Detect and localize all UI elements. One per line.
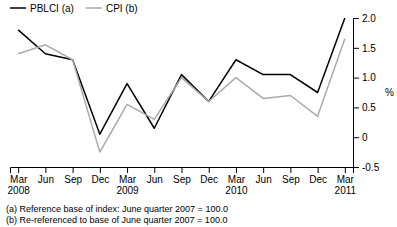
tick: Jun [147,167,163,185]
tick-label-line: Sep [173,174,191,185]
tick-label-line: Jun [38,174,54,185]
legend-swatch [86,7,102,9]
tick-mark [318,167,319,173]
tick: Mar2009 [116,167,139,196]
tick-mark [263,167,264,173]
tick-mark [154,167,155,173]
tick: Dec [91,167,109,185]
footnote: (a) Reference base of index: June quarte… [6,204,228,214]
tick-label-line: 2010 [225,185,248,196]
tick-mark [182,167,183,173]
tick-label: Sep [64,174,82,185]
axis-title: % [385,87,394,98]
tick-label: Mar2009 [116,174,139,196]
legend-swatch [10,7,26,9]
tick-label: Dec [91,174,109,185]
tick-label: Jun [147,174,163,185]
tick-label: Jun [38,174,54,185]
tick-label: 2.0 [362,13,376,24]
tick-label-line: Mar [228,174,246,185]
series-line [18,18,345,134]
tick: 0.5 [353,102,376,113]
tick-label: Mar2010 [225,174,248,196]
tick-label-line: Dec [91,174,109,185]
tick: 1.0 [353,72,376,83]
tick-label: Dec [309,174,327,185]
tick-label-line: Mar [10,174,28,185]
tick-mark [353,107,359,108]
tick: Sep [173,167,191,185]
tick-label: 0 [362,132,368,143]
plot-area [18,18,345,152]
tick-label-line: Dec [309,174,327,185]
tick-label: 1.5 [362,43,376,54]
tick-label-line: 2009 [116,185,139,196]
footnote: (b) Re-referenced to base of June quarte… [6,215,227,225]
tick-mark [236,167,237,173]
tick-mark [345,167,346,173]
legend-item: CPI (b) [86,3,138,14]
tick: Sep [64,167,82,185]
tick: Jun [38,167,54,185]
tick-label: Jun [256,174,272,185]
tick: 1.5 [353,43,376,54]
tick-mark [18,167,19,173]
tick: Mar2008 [8,167,31,196]
series-line [18,39,345,152]
tick: Mar2011 [335,167,357,196]
tick: Dec [309,167,327,185]
tick-label: 0.5 [362,102,376,113]
legend-label: CPI (b) [106,3,138,14]
y-axis: -0.5 0 0.5 1.0 1.5 2.0 [353,13,380,173]
tick-mark [353,18,359,19]
tick-mark [100,167,101,173]
tick-label-line: Sep [64,174,82,185]
tick: -0.5 [353,162,380,173]
tick-label-line: Mar [337,174,355,185]
tick-mark [73,167,74,173]
tick: Mar2010 [225,167,248,196]
tick-label-line: 2011 [335,185,357,196]
tick-label: Dec [200,174,218,185]
tick-mark [209,167,210,173]
tick-label: -0.5 [362,162,380,173]
tick-label-line: 2008 [8,185,31,196]
tick: Dec [200,167,218,185]
tick: Jun [256,167,272,185]
tick-label: 1.0 [362,72,376,83]
tick-mark [127,167,128,173]
tick-mark [45,167,46,173]
tick-label-line: Jun [256,174,272,185]
tick-label: Mar2008 [8,174,31,196]
tick-label: Sep [173,174,191,185]
tick-label-line: Sep [282,174,300,185]
tick-label: Sep [282,174,300,185]
tick-label-line: Dec [200,174,218,185]
axis-line [11,168,354,174]
tick-mark [290,167,291,173]
legend: PBLCI (a) CPI (b) [10,3,138,14]
legend-label: PBLCI (a) [30,3,74,14]
tick-mark [353,78,359,79]
tick-mark [353,48,359,49]
tick: 0 [353,132,368,143]
legend-item: PBLCI (a) [10,3,74,14]
tick: Sep [282,167,300,185]
x-axis: Mar2008JunSepDecMar2009JunSepDecMar2010J… [8,167,357,196]
tick-mark [353,137,359,138]
axis-line [354,19,360,168]
tick-label: Mar2011 [335,174,357,196]
tick-label-line: Jun [147,174,163,185]
tick: 2.0 [353,13,376,24]
chart: -0.500.51.01.52.0Mar2008JunSepDecMar2009… [0,0,397,227]
tick-label-line: Mar [119,174,137,185]
